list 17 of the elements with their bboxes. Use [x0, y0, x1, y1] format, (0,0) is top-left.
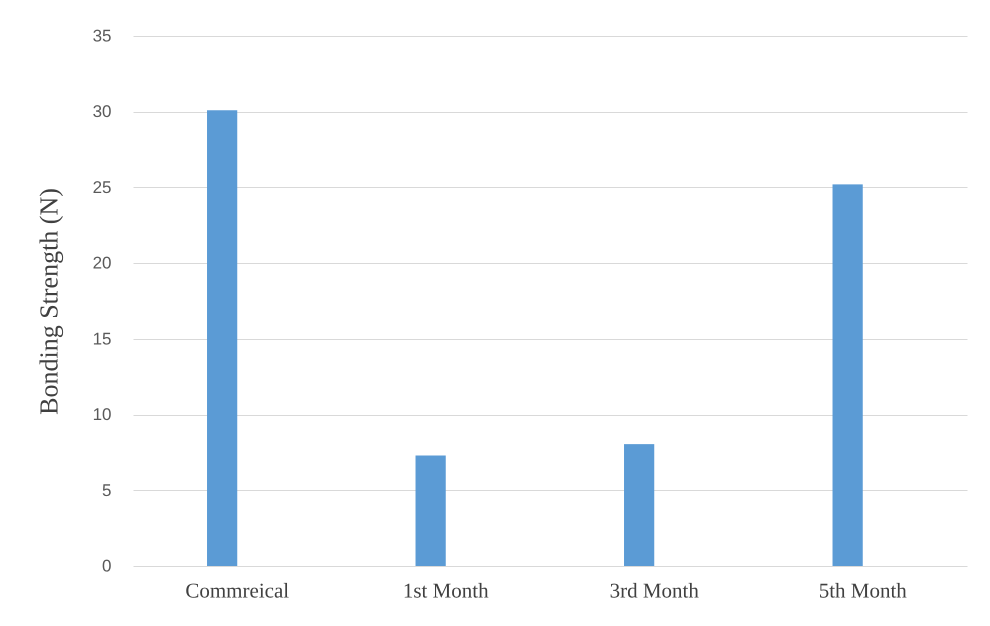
bar: [207, 110, 238, 566]
x-tick-label: Commreical: [185, 578, 290, 602]
y-tick-label: 30: [92, 102, 112, 122]
y-tick-label: 0: [102, 556, 112, 576]
bar: [832, 184, 863, 566]
y-tick-label: 10: [92, 405, 112, 424]
y-axis-title: Bonding Strength (N): [34, 188, 64, 415]
y-tick-label: 25: [92, 178, 112, 197]
x-tick-label: 3rd Month: [610, 578, 700, 602]
x-tick-label: 1st Month: [402, 578, 490, 602]
y-tick-label: 5: [102, 480, 112, 500]
bar: [624, 444, 654, 566]
x-tick-label: 5th Month: [818, 578, 908, 602]
y-tick-label: 15: [92, 329, 112, 348]
bar: [416, 455, 446, 566]
y-tick-label: 20: [92, 254, 112, 273]
y-tick-label: 35: [92, 26, 112, 46]
